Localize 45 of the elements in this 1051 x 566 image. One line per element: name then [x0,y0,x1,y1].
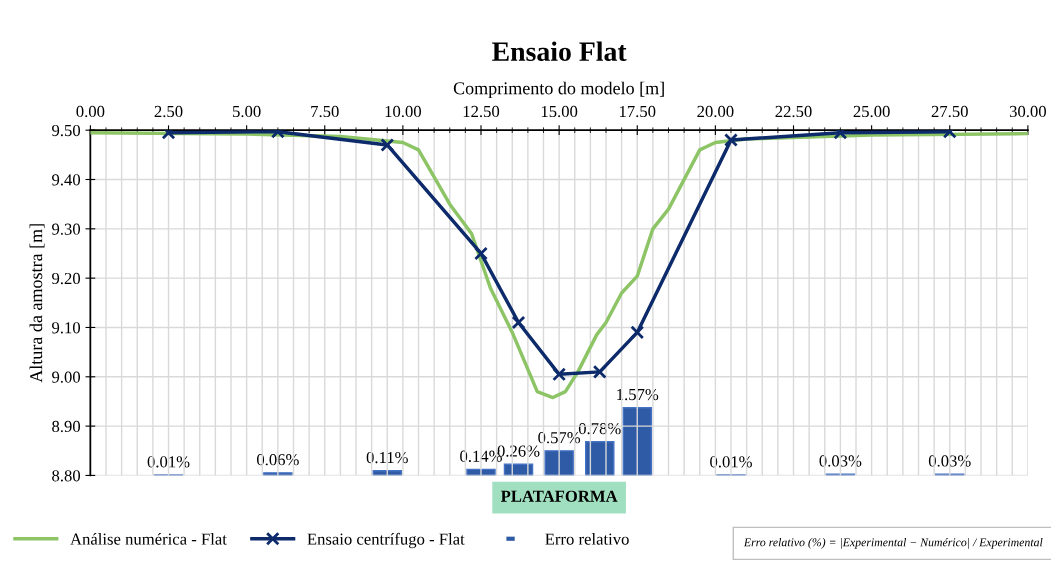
bar [622,406,653,476]
x-tick-label: 25.00 [853,105,890,118]
point [630,325,645,340]
y-axis-title: Altura da amostra [m] [29,224,45,383]
bar [544,450,574,476]
x-tick-label: 20.00 [697,105,734,118]
legend-label: Erro relativo [545,533,629,545]
y-tick-label: 9.20 [52,272,81,285]
data-label: 0.06% [257,454,299,466]
data-label: 0.57% [538,432,581,444]
y-tick-label: 9.40 [52,174,81,186]
bar [584,441,615,476]
legend-label: Análise numérica - Flat [70,532,227,545]
x-tick-label: 17.50 [619,105,656,118]
point [592,364,607,379]
data-label: 0.03% [819,455,862,467]
data-label: 0.03% [928,455,971,467]
x-tick-label: 30.00 [1009,105,1046,118]
x-tick-label: 27.50 [931,105,968,118]
point [474,246,488,261]
point [552,367,567,382]
data-label: 1.57% [617,388,659,401]
x-tick-label: 5.00 [233,105,261,118]
x-tick-label: 7.50 [311,105,339,118]
data-label: 0.11% [366,451,408,464]
x-tick-label: 15.00 [541,105,578,118]
y-tick-label: 9.00 [52,371,81,383]
y-tick-label: 9.30 [52,223,81,235]
x-tick-label: 2.50 [154,105,183,118]
y-tick-label: 9.50 [52,124,81,137]
x-tick-label: 0.00 [76,105,105,118]
x-tick-label: 10.00 [385,105,421,118]
chart-title: Ensaio Flat [492,41,627,62]
y-tick-label: 8.80 [52,470,81,482]
y-tick-label: 9.10 [52,322,81,334]
x-tick-label: 12.50 [463,105,500,118]
data-label: 0.01% [147,456,190,468]
text: Erro relativo (%) = |Experimental − Numérico| / Experimental [743,537,1043,549]
data-label: 0.78% [578,422,621,435]
annotation: PLATAFORMA [500,490,618,502]
point [511,315,526,330]
y-tick-label: 8.90 [52,420,81,433]
x-axis-title: Comprimento do modelo [m] [453,81,664,99]
legend-label: Ensaio centrífugo - Flat [307,532,465,549]
x-tick-label: 22.50 [775,105,812,118]
